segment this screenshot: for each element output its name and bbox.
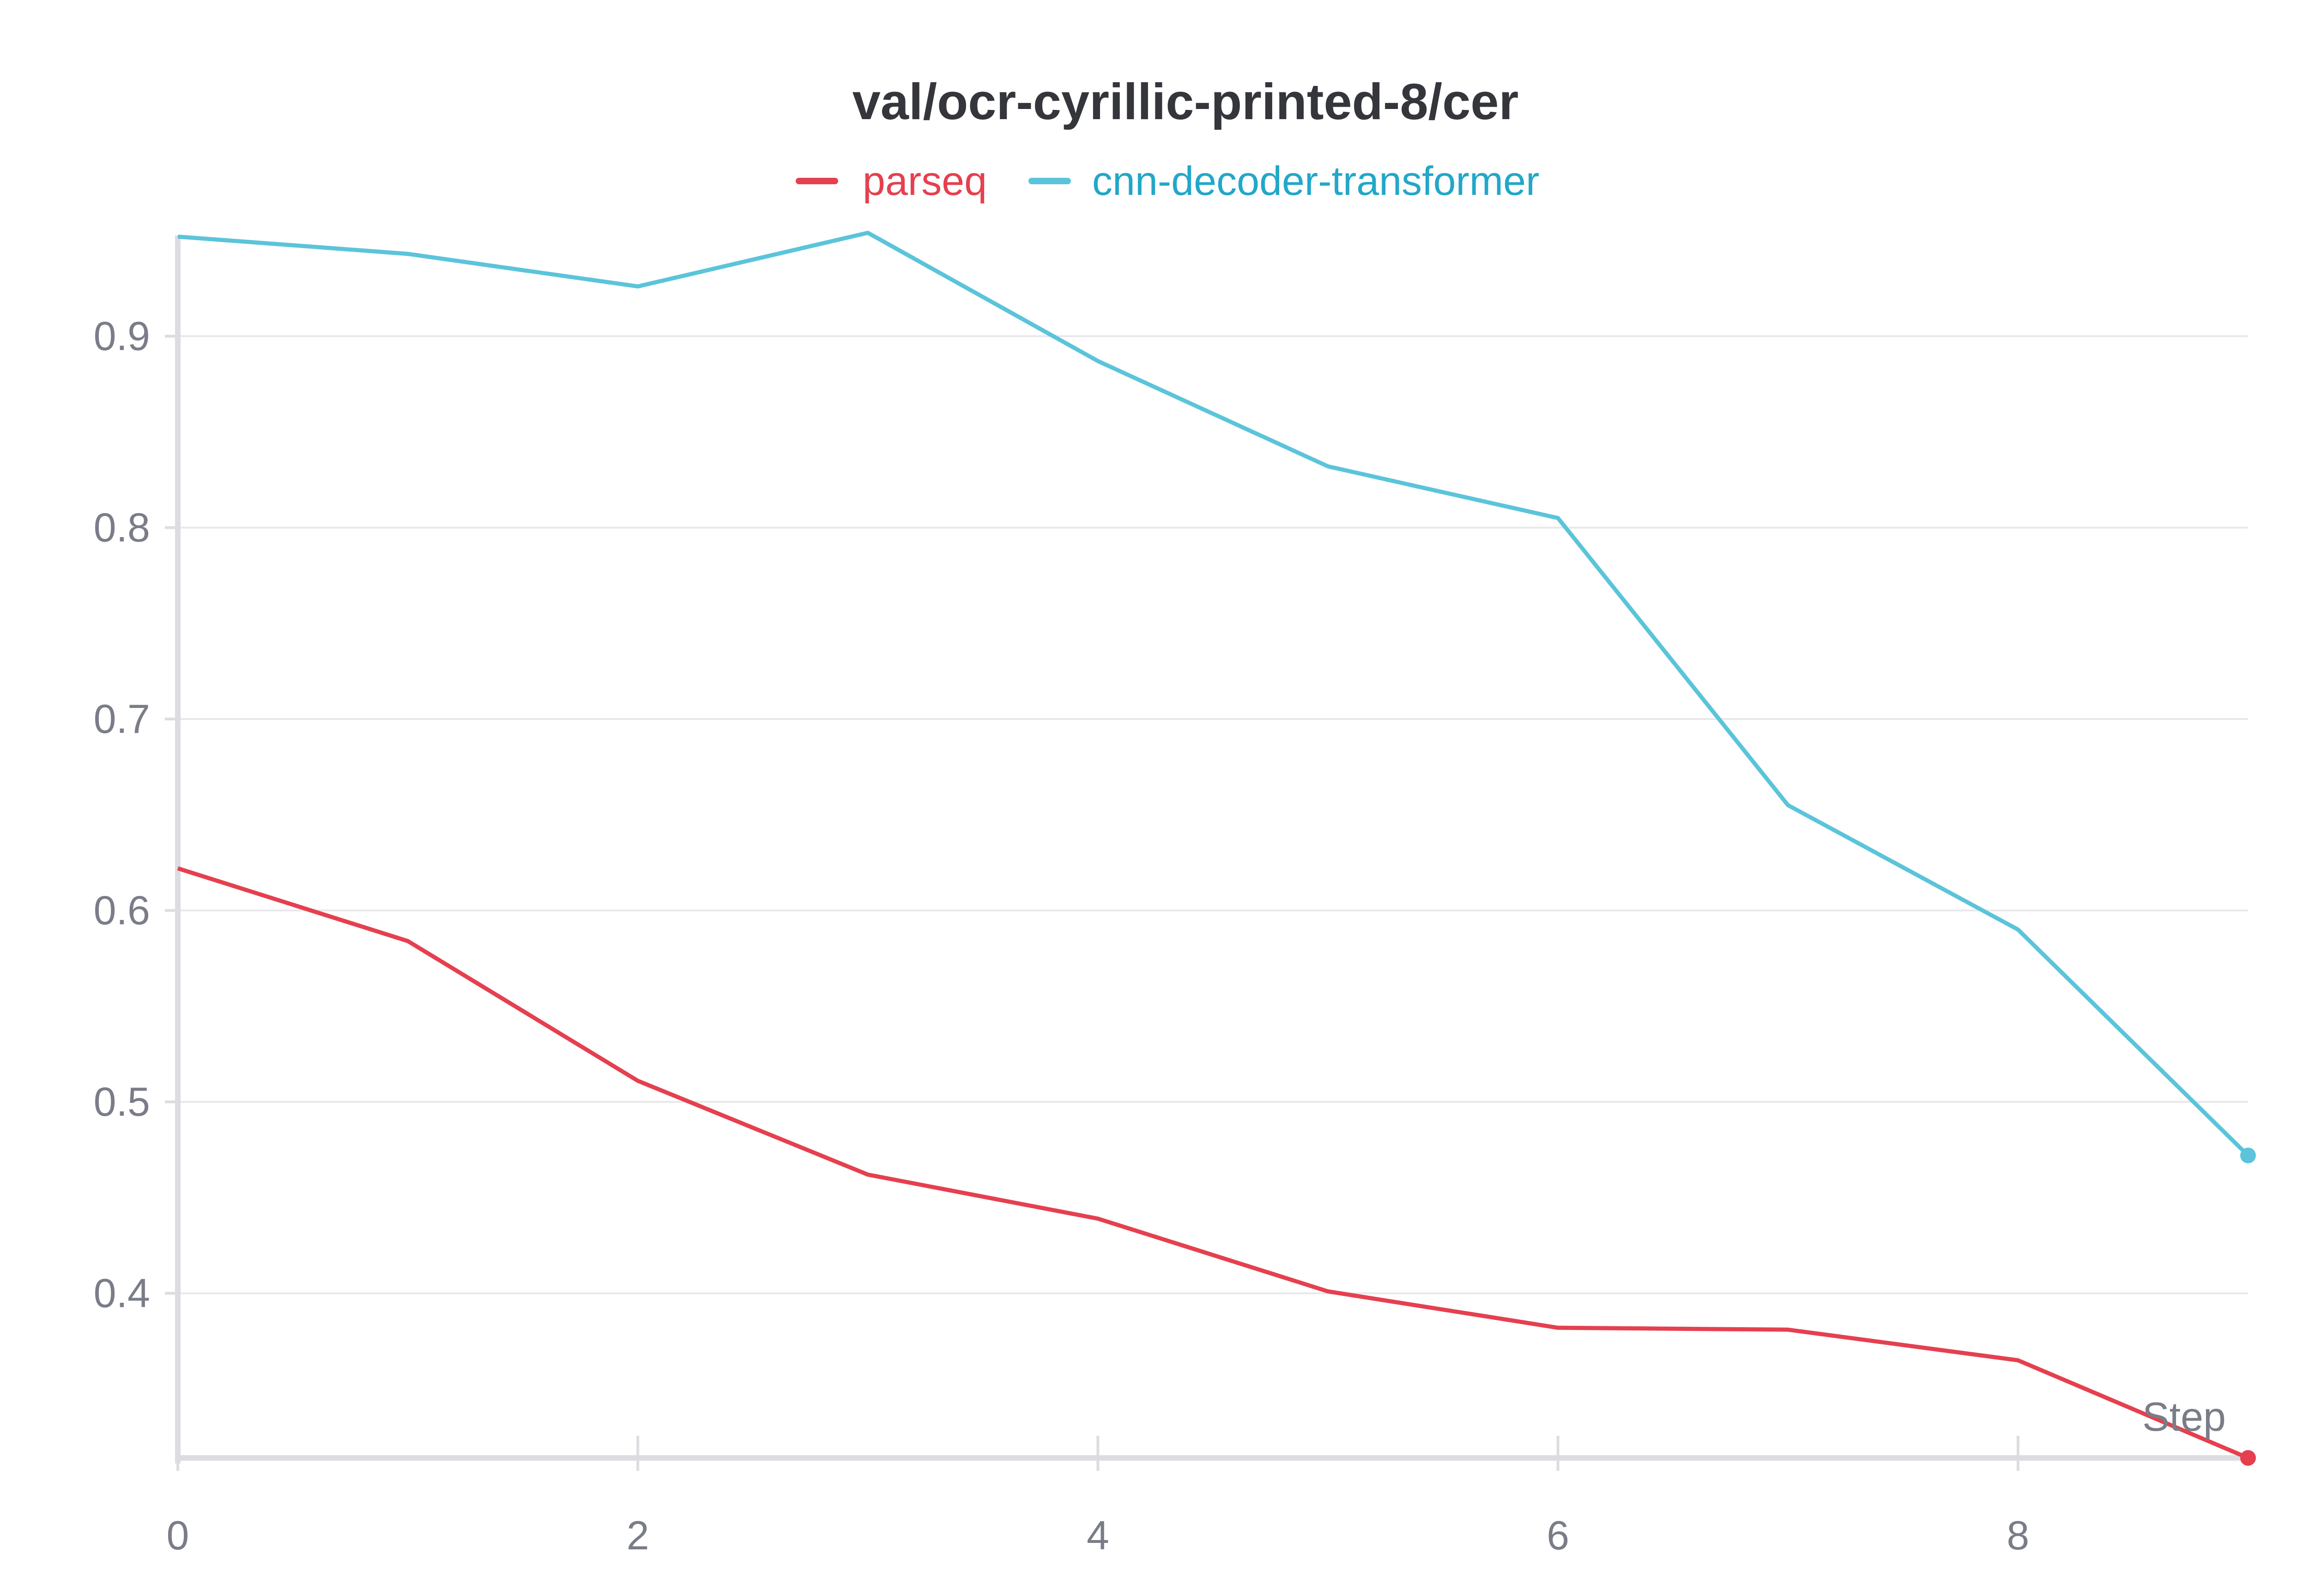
- y-tick-label: 0.4: [94, 1270, 150, 1316]
- x-tick-label: 8: [2007, 1512, 2029, 1558]
- series-line-1: [177, 866, 2249, 1460]
- series-endpoint-1: [2240, 1450, 2256, 1466]
- x-axis-label: Step: [2142, 1394, 2226, 1439]
- y-axis-ticks: 0.4 0.5 0.6 0.7 0.8 0.9: [94, 313, 178, 1316]
- legend-label-2: cnn-decoder-transformer: [1092, 158, 1539, 204]
- series-line-2: [177, 230, 2250, 1157]
- y-tick-label: 0.6: [94, 888, 150, 933]
- series-lines: [177, 230, 2256, 1466]
- x-tick-label: 0: [167, 1512, 189, 1558]
- chart-title: val/ocr-cyrillic-printed-8/cer: [852, 73, 1519, 130]
- series-endpoint-2: [2240, 1148, 2256, 1164]
- y-tick-label: 0.5: [94, 1079, 150, 1124]
- x-tick-label: 6: [1547, 1512, 1569, 1558]
- legend-label-1: parseq: [863, 158, 987, 204]
- axes: [175, 236, 2248, 1463]
- y-tick-label: 0.8: [94, 504, 150, 550]
- x-tick-label: 2: [627, 1512, 649, 1558]
- grid-lines: [178, 335, 2248, 1294]
- x-axis-ticks: 0 2 4 6 8: [167, 1436, 2029, 1558]
- x-tick-label: 4: [1087, 1512, 1109, 1558]
- legend: parseq cnn-decoder-transformer: [796, 158, 1539, 204]
- y-tick-label: 0.7: [94, 696, 150, 742]
- y-tick-label: 0.9: [94, 313, 150, 359]
